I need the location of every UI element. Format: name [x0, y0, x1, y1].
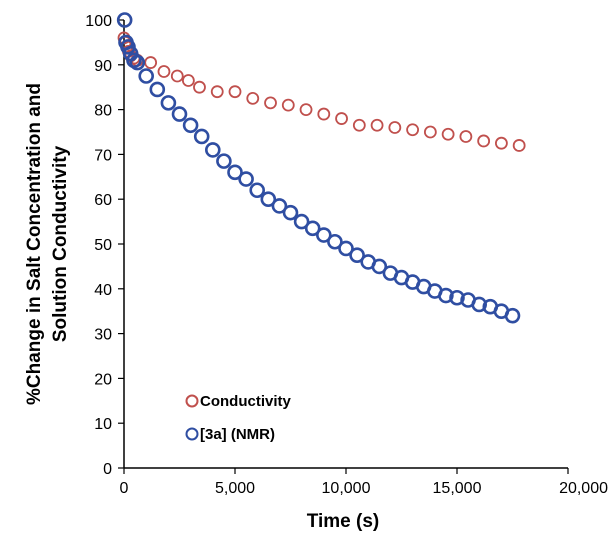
- data-point-3a-nmr: [315, 227, 332, 243]
- x-axis-title: Time (s): [307, 511, 380, 532]
- y-ticks: 0 10 20 30 40 50 60 70 80 90 100: [85, 13, 124, 478]
- data-point-conductivity: [246, 92, 260, 105]
- data-point-3a-nmr: [504, 307, 521, 324]
- legend-marker-3a-nmr: [185, 427, 199, 441]
- legend-label-conductivity: Conductivity: [200, 393, 291, 410]
- data-point-conductivity: [352, 118, 366, 132]
- data-point-conductivity: [144, 56, 158, 69]
- y-axis-title-line-1: %Change in Salt Concentration and: [24, 83, 45, 405]
- data-point-3a-nmr: [138, 68, 154, 84]
- data-point-3a-nmr: [282, 204, 299, 221]
- data-point-3a-nmr: [182, 117, 199, 134]
- data-point-3a-nmr: [271, 198, 288, 214]
- data-point-3a-nmr: [260, 191, 277, 207]
- y-tick-label: 0: [103, 461, 112, 478]
- data-point-conductivity: [423, 125, 437, 139]
- y-tick-label: 60: [94, 192, 112, 209]
- data-point-3a-nmr: [116, 12, 133, 28]
- y-tick-label: 80: [94, 103, 112, 120]
- y-tick-label: 90: [94, 58, 112, 75]
- y-tick-label: 50: [94, 237, 112, 254]
- data-point-3a-nmr: [349, 247, 365, 263]
- data-point-conductivity: [459, 130, 473, 143]
- data-point-3a-nmr: [160, 95, 177, 111]
- data-point-conductivity: [317, 107, 331, 121]
- x-tick-label: 10,000: [322, 480, 371, 497]
- data-point-3a-nmr: [129, 54, 146, 71]
- data-point-3a-nmr: [327, 233, 343, 250]
- data-point-3a-nmr: [216, 153, 232, 169]
- data-point-3a-nmr: [238, 171, 254, 187]
- data-point-3a-nmr: [471, 296, 488, 313]
- data-point-3a-nmr: [371, 258, 388, 275]
- data-point-conductivity: [281, 98, 295, 112]
- data-point-conductivity: [193, 80, 206, 94]
- data-point-conductivity: [228, 85, 242, 99]
- data-point-3a-nmr: [249, 182, 266, 199]
- data-point-3a-nmr: [438, 287, 454, 304]
- x-tick-label: 15,000: [433, 480, 482, 497]
- x-tick-label: 5,000: [215, 480, 255, 497]
- data-point-conductivity: [370, 118, 384, 132]
- data-point-conductivity: [170, 69, 184, 83]
- y-axis-title-line-2: Solution Conductivity: [50, 145, 71, 342]
- data-points: [116, 12, 526, 324]
- data-point-3a-nmr: [193, 128, 210, 145]
- data-point-conductivity: [441, 127, 455, 141]
- data-point-conductivity: [512, 139, 526, 152]
- data-point-3a-nmr: [149, 81, 166, 98]
- data-point-3a-nmr: [293, 213, 310, 230]
- data-point-3a-nmr: [227, 164, 243, 181]
- x-ticks: 0 5,000 10,000 15,000 20,000: [120, 468, 608, 497]
- data-point-3a-nmr: [449, 289, 465, 306]
- y-axis-title: %Change in Salt Concentration and Soluti…: [24, 83, 71, 405]
- y-tick-label: 70: [94, 147, 112, 164]
- data-point-3a-nmr: [205, 142, 221, 158]
- legend-label-3a-nmr: [3a] (NMR): [200, 426, 275, 443]
- y-tick-label: 40: [94, 282, 112, 299]
- data-point-conductivity: [406, 123, 420, 137]
- x-tick-label: 0: [120, 480, 129, 497]
- data-point-conductivity: [157, 65, 171, 78]
- y-tick-label: 100: [85, 13, 112, 30]
- legend: Conductivity [3a] (NMR): [185, 393, 291, 443]
- data-point-3a-nmr: [304, 220, 321, 237]
- data-point-conductivity: [494, 136, 508, 150]
- data-point-conductivity: [210, 85, 224, 99]
- x-tick-label: 20,000: [559, 480, 608, 497]
- data-point-conductivity: [181, 74, 195, 87]
- data-point-conductivity: [388, 121, 402, 134]
- data-point-conductivity: [264, 96, 277, 110]
- y-tick-label: 10: [94, 416, 112, 433]
- data-point-conductivity: [477, 134, 491, 148]
- data-point-conductivity: [299, 103, 313, 116]
- y-tick-label: 30: [94, 327, 112, 344]
- data-point-3a-nmr: [338, 240, 354, 257]
- y-tick-label: 20: [94, 371, 112, 388]
- legend-marker-conductivity: [185, 394, 199, 408]
- data-point-3a-nmr: [171, 106, 188, 122]
- data-point-conductivity: [335, 112, 348, 125]
